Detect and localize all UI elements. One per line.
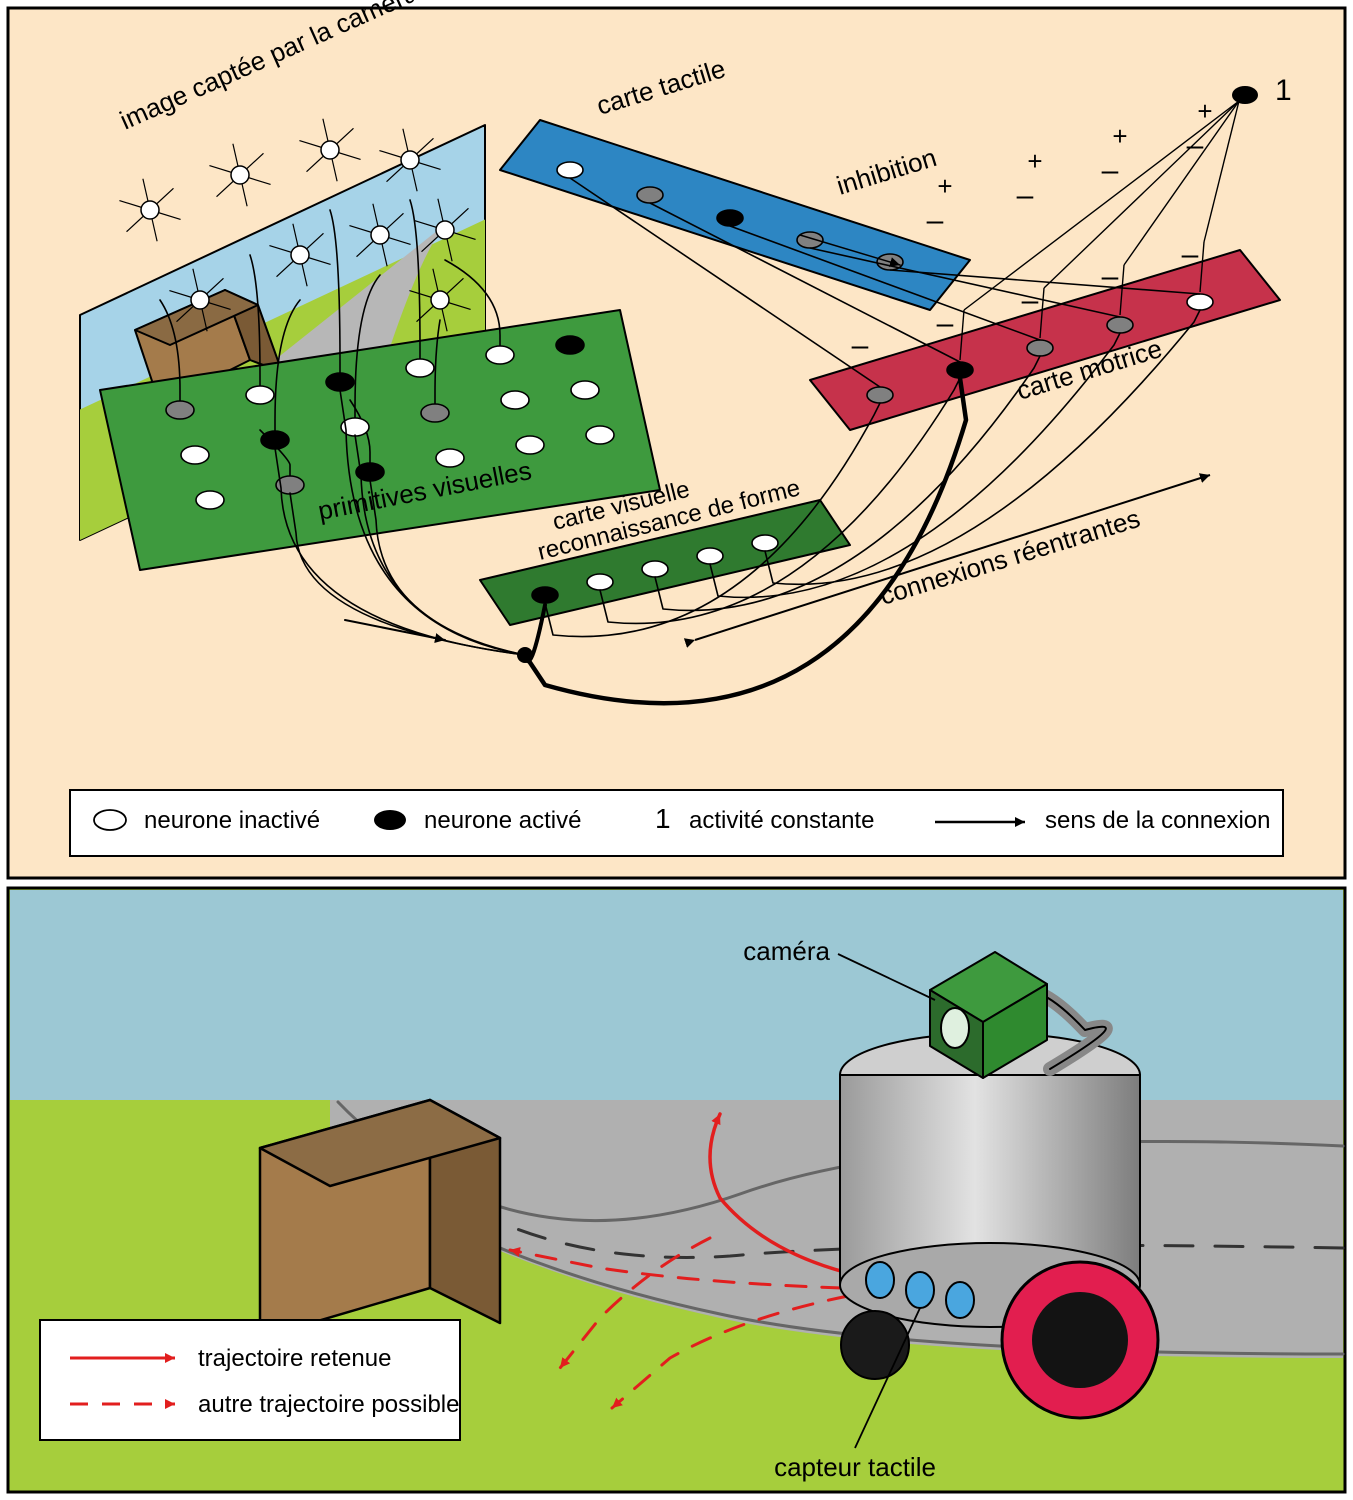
svg-text:1: 1 [655,803,671,834]
label-tactile-sensor: capteur tactile [774,1452,936,1482]
svg-text:+: + [937,171,952,201]
svg-text:–: – [1017,179,1034,212]
label-camera: caméra [743,936,830,966]
legend-bottom: trajectoire retenue autre trajectoire pos… [40,1320,460,1440]
diagram-root: image captée par la caméraprimitives vis… [0,0,1353,1500]
svg-text:–: – [852,329,869,362]
svg-text:–: – [1187,129,1204,162]
svg-text:+: + [1027,146,1042,176]
svg-text:autre trajectoire possible: autre trajectoire possible [198,1391,459,1418]
svg-text:sens de la connexion: sens de la connexion [1045,807,1271,834]
svg-text:trajectoire retenue: trajectoire retenue [198,1345,391,1372]
svg-text:+: + [1197,96,1212,126]
panel-bottom: caméra capteur tactile trajectoire retenue… [8,888,1345,1492]
label-one: 1 [1275,74,1292,107]
svg-text:–: – [1022,284,1039,317]
svg-text:+: + [1112,121,1127,151]
svg-text:–: – [1102,154,1119,187]
svg-text:neurone activé: neurone activé [424,807,581,834]
svg-text:activité constante: activité constante [689,807,874,834]
svg-text:–: – [937,307,954,340]
svg-text:neurone inactivé: neurone inactivé [144,807,320,834]
legend-top: neurone inactivé neurone activé 1 activité … [70,790,1283,856]
svg-text:–: – [927,204,944,237]
svg-text:–: – [1182,238,1199,271]
panel-top: image captée par la caméraprimitives vis… [8,0,1345,878]
svg-text:–: – [1102,260,1119,293]
